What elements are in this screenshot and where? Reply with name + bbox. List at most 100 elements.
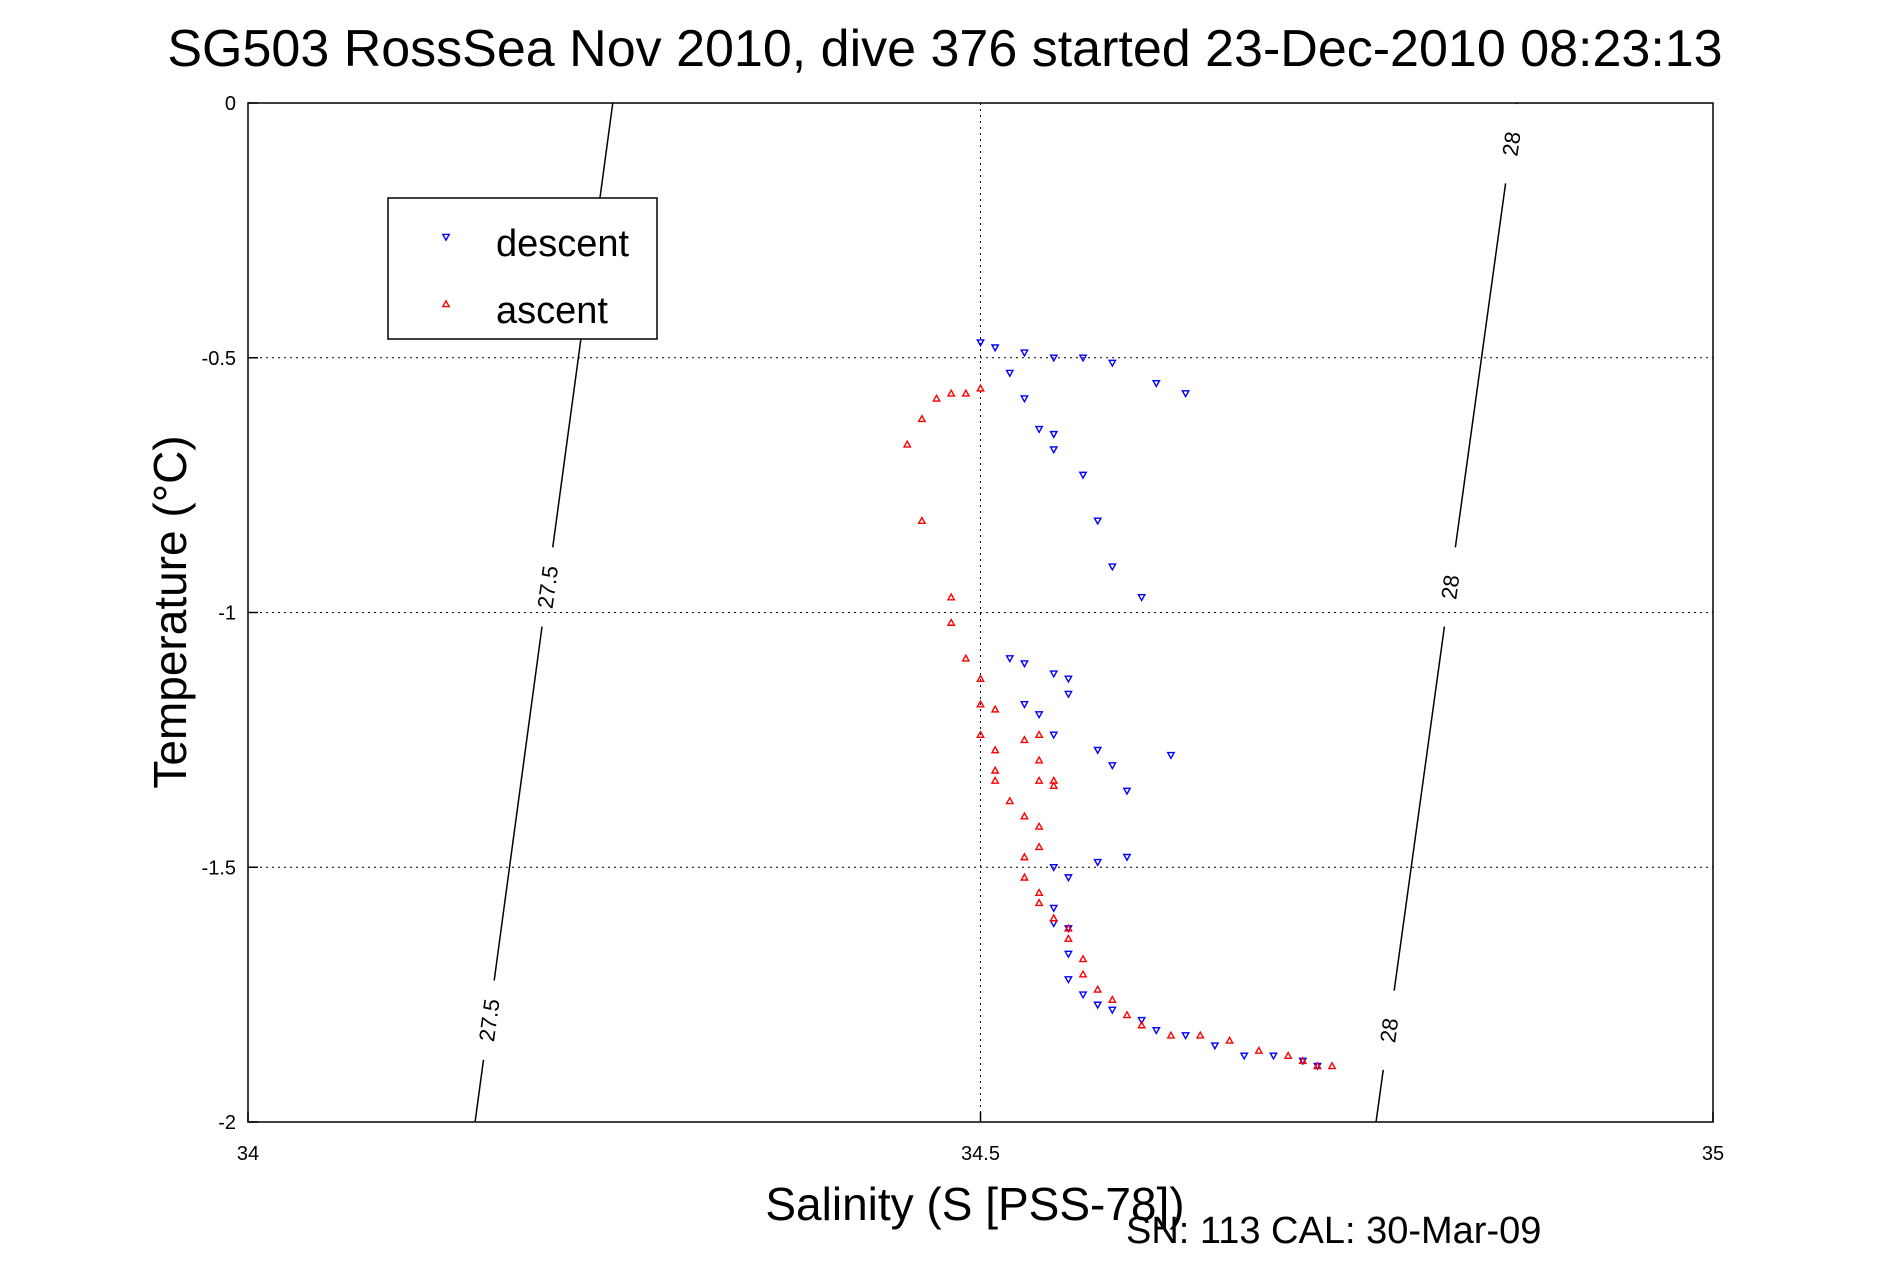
legend-label-ascent: ascent: [496, 290, 608, 332]
ascent-point: [976, 383, 985, 392]
ascent-point: [932, 393, 941, 402]
ascent-point: [946, 592, 956, 601]
descent-point: [1093, 746, 1103, 755]
ascent-point: [976, 730, 985, 739]
descent-point: [1005, 655, 1015, 663]
descent-point: [1107, 359, 1117, 368]
y-tick-label: -1.5: [202, 857, 236, 879]
y-tick-label: -2: [218, 1112, 236, 1134]
descent-point: [1064, 675, 1073, 684]
ascent-point: [1005, 796, 1015, 805]
ascent-point: [990, 704, 1000, 713]
descent-point: [1034, 711, 1044, 720]
descent-point: [1020, 395, 1029, 404]
ascent-point: [1034, 888, 1044, 896]
density-contour-label: 27.5: [533, 564, 564, 610]
ascent-point: [1327, 1061, 1337, 1070]
ascent-point: [1298, 1056, 1308, 1065]
ascent-point: [1034, 755, 1044, 764]
ascent-point: [1020, 852, 1029, 861]
ascent-point: [990, 775, 1000, 784]
density-contour-line: [1375, 1069, 1384, 1123]
ascent-point: [1166, 1030, 1176, 1039]
descent-point: [1078, 354, 1088, 363]
descent-point: [1049, 430, 1059, 439]
descent-point: [1093, 1001, 1103, 1010]
ascent-point: [961, 653, 971, 662]
descent-point: [1239, 1052, 1249, 1061]
ascent-point: [1078, 969, 1088, 978]
axis-ticks: 34 34.5 35 0 -0.5 -1 -1.5 -2: [202, 93, 1725, 1165]
x-axis-label: Salinity (S [PSS-78]): [765, 1178, 1184, 1230]
descent-point: [1078, 471, 1088, 480]
descent-point: [1020, 700, 1029, 709]
ascent-point: [1283, 1051, 1293, 1060]
descent-point: [1064, 690, 1073, 699]
descent-point: [1122, 787, 1132, 796]
ascent-point: [1049, 775, 1059, 784]
x-tick-label: 34.5: [961, 1143, 1000, 1165]
legend-label-descent: descent: [496, 223, 630, 265]
legend-marker-descent: [441, 233, 451, 242]
descent-point: [1107, 1006, 1117, 1015]
descent-point: [976, 339, 985, 348]
ascent-point: [990, 765, 1000, 774]
ascent-point: [917, 516, 927, 525]
ascent-point: [1313, 1061, 1322, 1070]
footer-serial-calibration: SN: 113 CAL: 30-Mar-09: [1126, 1210, 1541, 1252]
descent-point: [1269, 1052, 1278, 1061]
legend-box: [387, 197, 658, 340]
density-contour-line: [1393, 626, 1446, 991]
ascent-point: [1137, 1020, 1147, 1029]
ascent-point: [1034, 821, 1044, 830]
ascent-point: [1064, 933, 1073, 942]
density-contour-line: [1454, 183, 1507, 548]
descent-point: [1181, 390, 1190, 399]
ascent-point: [1034, 730, 1044, 739]
density-contour-line: [493, 626, 543, 981]
ascent-point: [946, 388, 956, 397]
descent-point: [1064, 950, 1073, 959]
descent-point: [1005, 369, 1015, 378]
density-contour-label: 28: [1375, 1017, 1403, 1045]
x-tick-label: 35: [1702, 1143, 1724, 1165]
descent-point: [1049, 670, 1059, 679]
descent-point: [990, 344, 1000, 353]
descent-point: [1020, 349, 1029, 358]
descent-point: [1020, 660, 1029, 669]
legend-marker-ascent: [441, 299, 451, 308]
ascent-point: [961, 388, 971, 397]
descent-point: [1078, 991, 1088, 1000]
descent-point: [1049, 863, 1059, 872]
ascent-point: [1049, 781, 1059, 789]
descent-point: [1107, 762, 1117, 770]
data-points: [902, 339, 1337, 1071]
descent-point: [1064, 874, 1073, 883]
ascent-point: [1225, 1035, 1234, 1044]
descent-point: [1210, 1042, 1220, 1051]
ascent-point: [1195, 1030, 1205, 1039]
y-tick-label: -1: [218, 603, 236, 625]
y-tick-label: -0.5: [202, 348, 236, 370]
y-axis-label: Temperature (°C): [144, 435, 196, 788]
ascent-point: [1034, 842, 1044, 851]
ascent-point: [1078, 954, 1088, 963]
ascent-point: [1122, 1010, 1132, 1019]
ascent-point: [946, 618, 956, 626]
density-contour-line: [474, 1059, 485, 1123]
ascent-point: [1049, 913, 1059, 922]
ascent-point: [990, 745, 1000, 754]
descent-point: [1122, 853, 1132, 862]
ascent-point: [1254, 1046, 1264, 1054]
descent-point: [1093, 517, 1103, 526]
ascent-point: [1020, 811, 1029, 820]
density-contour-label: 28: [1436, 573, 1464, 601]
descent-point: [1049, 354, 1059, 363]
ascent-point: [1020, 735, 1029, 744]
ascent-point: [1064, 923, 1073, 932]
legend-markers: [441, 233, 451, 308]
ascent-point: [976, 674, 985, 682]
ascent-point: [917, 414, 927, 423]
descent-point: [1093, 858, 1103, 867]
